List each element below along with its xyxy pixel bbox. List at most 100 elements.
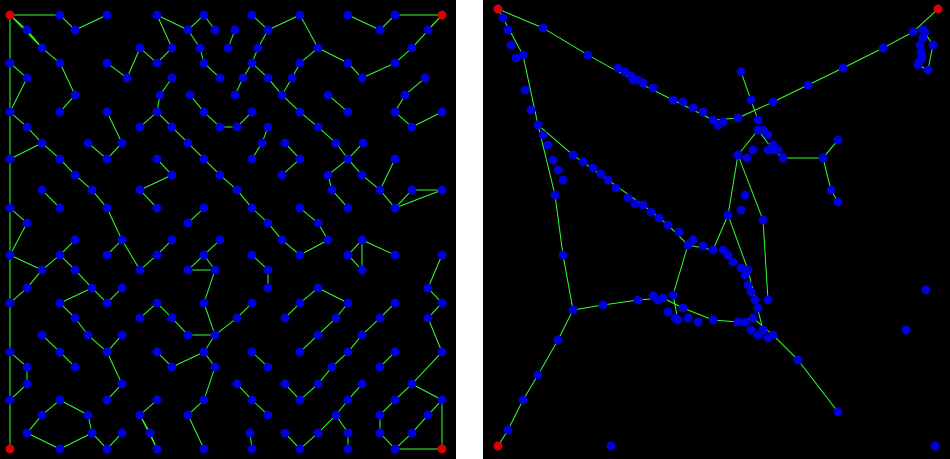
graph-node — [390, 107, 400, 117]
graph-node — [313, 330, 323, 340]
graph-node — [733, 113, 743, 123]
graph-node — [423, 313, 433, 323]
graph-node — [232, 185, 242, 195]
graph-edge — [9, 254, 43, 271]
graph-node — [295, 107, 305, 117]
graph-node — [568, 305, 578, 315]
graph-edge — [59, 62, 76, 96]
graph-edge — [126, 47, 141, 79]
graph-node — [758, 215, 768, 225]
graph-node — [295, 298, 305, 308]
graph-node — [102, 203, 112, 213]
graph-node — [70, 265, 80, 275]
graph-edge — [187, 414, 205, 450]
graph-node — [518, 395, 528, 405]
graph-node — [295, 250, 305, 260]
graph-edge — [106, 111, 123, 144]
graph-edge — [361, 239, 396, 256]
graph-node — [287, 73, 297, 83]
graph-edge — [507, 399, 524, 431]
graph-node — [343, 58, 353, 68]
graph-node — [688, 235, 698, 245]
graph-node — [343, 444, 353, 454]
graph-node — [295, 203, 305, 213]
graph-node — [331, 313, 341, 323]
graph-node — [263, 122, 273, 132]
graph-node — [199, 347, 209, 357]
graph-edge — [121, 239, 141, 271]
graph-node — [22, 73, 32, 83]
graph-node — [343, 107, 353, 117]
graph-edge — [542, 27, 589, 56]
graph-edge — [842, 47, 884, 69]
graph-node — [210, 25, 220, 35]
graph-node — [183, 138, 193, 148]
graph-edge — [822, 157, 832, 191]
graph-node — [5, 154, 15, 164]
graph-node — [280, 313, 290, 323]
graph-node — [152, 444, 162, 454]
graph-edge — [572, 304, 604, 311]
graph-node — [152, 298, 162, 308]
graph-node — [55, 347, 65, 357]
graph-node — [55, 250, 65, 260]
graph-node — [102, 298, 112, 308]
graph-node — [553, 335, 563, 345]
graph-edge — [156, 14, 173, 49]
graph-node — [215, 73, 225, 83]
graph-node — [668, 290, 678, 300]
graph-node — [748, 145, 758, 155]
graph-node — [102, 10, 112, 20]
graph-node — [247, 58, 257, 68]
graph-node — [55, 203, 65, 213]
graph-node — [183, 265, 193, 275]
graph-node — [578, 157, 588, 167]
graph-node — [437, 185, 447, 195]
graph-node — [357, 379, 367, 389]
graph-edge — [411, 351, 443, 385]
graph-edge — [9, 77, 28, 113]
graph-node — [343, 154, 353, 164]
graph-node — [295, 10, 305, 20]
graph-node — [22, 362, 32, 372]
graph-edge — [772, 334, 799, 361]
graph-edge — [562, 254, 574, 311]
graph-node — [263, 265, 273, 275]
graph-edge — [411, 111, 443, 128]
graph-node — [152, 107, 162, 117]
graph-node — [135, 410, 145, 420]
graph-node — [928, 40, 938, 50]
graph-edge — [361, 62, 396, 79]
graph-node — [914, 57, 924, 67]
graph-node — [135, 122, 145, 132]
graph-node — [210, 362, 220, 372]
graph-node — [87, 283, 97, 293]
graph-node — [357, 265, 367, 275]
left-graph-canvas — [5, 10, 447, 454]
graph-edge — [537, 339, 559, 376]
graph-node — [654, 213, 664, 223]
graph-node — [407, 428, 417, 438]
graph-node — [167, 170, 177, 180]
graph-edge — [59, 399, 89, 416]
graph-node — [247, 395, 257, 405]
graph-node — [407, 43, 417, 53]
graph-node — [533, 120, 543, 130]
graph-node — [263, 218, 273, 228]
graph-node — [826, 185, 836, 195]
graph-edge — [712, 214, 729, 251]
graph-edge — [139, 174, 173, 191]
graph-edge — [522, 54, 539, 126]
graph-node — [343, 428, 353, 438]
anchor-node — [933, 4, 943, 14]
graph-node — [253, 43, 263, 53]
graph-edge — [557, 309, 574, 341]
graph-node — [313, 283, 323, 293]
graph-node — [674, 227, 684, 237]
graph-node — [648, 83, 658, 93]
graph-node — [199, 107, 209, 117]
graph-node — [915, 40, 925, 50]
graph-edge — [203, 302, 216, 336]
graph-node — [5, 250, 15, 260]
graph-edge — [727, 214, 749, 271]
